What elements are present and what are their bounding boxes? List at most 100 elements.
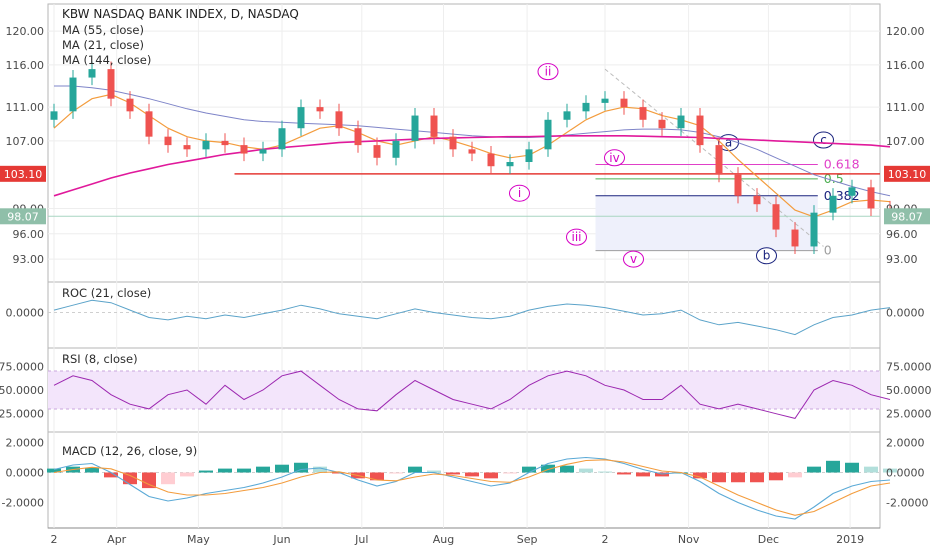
rsi-y-tick-left: 75.0000: [0, 360, 44, 373]
rsi-series: [48, 370, 891, 419]
y-tick-label-left: 96.00: [13, 228, 45, 241]
candle-body: [563, 111, 571, 120]
macd-histogram-bar: [807, 466, 821, 473]
candle-body: [867, 187, 875, 209]
wave-label-circle: [756, 247, 777, 265]
macd-histogram-bar: [750, 472, 764, 483]
macd-histogram-bar: [85, 467, 99, 473]
roc-series: [48, 299, 891, 336]
candle-body: [468, 149, 476, 154]
ma-21-legend: MA (21, close): [62, 38, 144, 52]
candle-body: [145, 111, 153, 137]
candle-body: [658, 119, 666, 129]
candle-body: [791, 229, 799, 247]
x-tick-label: Nov: [678, 533, 700, 546]
macd-histogram-bar: [712, 472, 726, 483]
candle-body: [240, 145, 248, 154]
macd-histogram-bar: [275, 464, 289, 473]
ma-55-legend: MA (55, close): [62, 23, 144, 37]
fib-zone: [595, 195, 818, 251]
wave-label-circle: [623, 250, 644, 268]
macd-histogram-bar: [389, 472, 403, 474]
x-tick-label: Sep: [517, 533, 538, 546]
candle-body: [392, 140, 400, 158]
macd-legend: MACD (12, 26, close, 9): [62, 444, 197, 458]
macd-histogram-bar: [427, 470, 441, 473]
y-tick-label-left: 116.00: [6, 59, 45, 72]
candle-body: [278, 128, 286, 150]
y-tick-label-left: 107.00: [6, 135, 45, 148]
roc-legend: ROC (21, close): [62, 286, 151, 300]
macd-histogram-bar: [199, 470, 213, 473]
x-tick-label: May: [187, 533, 210, 546]
wave-label-text: ii: [545, 65, 552, 79]
macd-histogram-bar: [313, 466, 327, 473]
macd-histogram-bar: [522, 466, 536, 473]
wave-label-text: iii: [571, 230, 581, 244]
macd-histogram-bar: [104, 472, 118, 478]
macd-histogram-bar: [693, 472, 707, 479]
macd-histogram-bar: [446, 472, 460, 475]
rsi-y-tick-right: 25.0000: [886, 408, 932, 421]
candle-body: [544, 119, 552, 150]
current-price-tag-left: [0, 208, 46, 225]
macd-histogram-bar: [579, 468, 593, 473]
signal-line: [53, 459, 891, 516]
current-price-tag-right: [884, 208, 930, 225]
macd-histogram-bar: [769, 472, 783, 481]
candle-body: [50, 111, 58, 120]
y-tick-label-right: 111.00: [886, 101, 925, 114]
rsi-line: [53, 370, 891, 419]
rsi-band: [48, 371, 880, 409]
candle-body: [202, 140, 210, 150]
macd-histogram-bar: [465, 472, 479, 477]
macd-histogram-bar: [617, 472, 631, 475]
y-tick-label-left: 93.00: [13, 253, 45, 266]
rsi-y-tick-right: 75.0000: [886, 360, 932, 373]
macd-histogram-bar: [503, 472, 517, 474]
fib-level-label: 0: [824, 243, 832, 258]
candle-body: [354, 128, 362, 146]
x-tick-label: 2: [51, 533, 58, 546]
candle-body: [316, 107, 324, 112]
macd-y-tick-left: 0.0000: [6, 467, 45, 480]
wave-label-text: iv: [609, 151, 619, 165]
candle-body: [487, 153, 495, 167]
wave-label-text: v: [630, 252, 637, 266]
macd-y-tick-left: -2.0000: [2, 497, 44, 510]
macd-y-tick-right: -2.0000: [886, 497, 928, 510]
indicator-labels: KBW NASDAQ BANK INDEX, D, NASDAQ MA (55,…: [62, 7, 299, 458]
macd-histogram-bar: [161, 472, 175, 485]
macd-y-tick-right: 0.0000: [886, 467, 925, 480]
y-tick-label-right: 116.00: [886, 59, 925, 72]
candle-body: [601, 98, 609, 103]
y-tick-label-left: 98.07: [7, 210, 39, 223]
wave-label-text: c: [820, 133, 827, 147]
macd-histogram-bar: [636, 472, 650, 477]
candle-body: [69, 77, 77, 112]
macd-histogram-bar: [864, 466, 878, 473]
candle-body: [373, 145, 381, 158]
x-tick-label: Dec: [758, 533, 779, 546]
macd-series: [47, 456, 897, 520]
candle-body: [715, 145, 723, 175]
trend-dashed-line: [604, 68, 824, 247]
macd-histogram-bar: [370, 472, 384, 481]
candle-body: [164, 136, 172, 146]
rsi-y-tick-left: 25.0000: [0, 408, 44, 421]
macd-y-tick-right: 2.0000: [886, 437, 925, 450]
wave-label-circle: [566, 228, 587, 246]
candle-body: [126, 98, 134, 112]
wave-label-circle: [509, 184, 530, 202]
macd-histogram-bar: [294, 462, 308, 473]
candle-body: [639, 107, 647, 120]
macd-histogram-bar: [123, 472, 137, 485]
candle-body: [620, 98, 628, 108]
y-tick-label-right: 93.00: [886, 253, 918, 266]
y-tick-label-left: 111.00: [6, 101, 45, 114]
x-tick-label: 2: [602, 533, 609, 546]
macd-histogram-bar: [237, 468, 251, 473]
candle-body: [88, 69, 96, 78]
candle-body: [696, 115, 704, 146]
